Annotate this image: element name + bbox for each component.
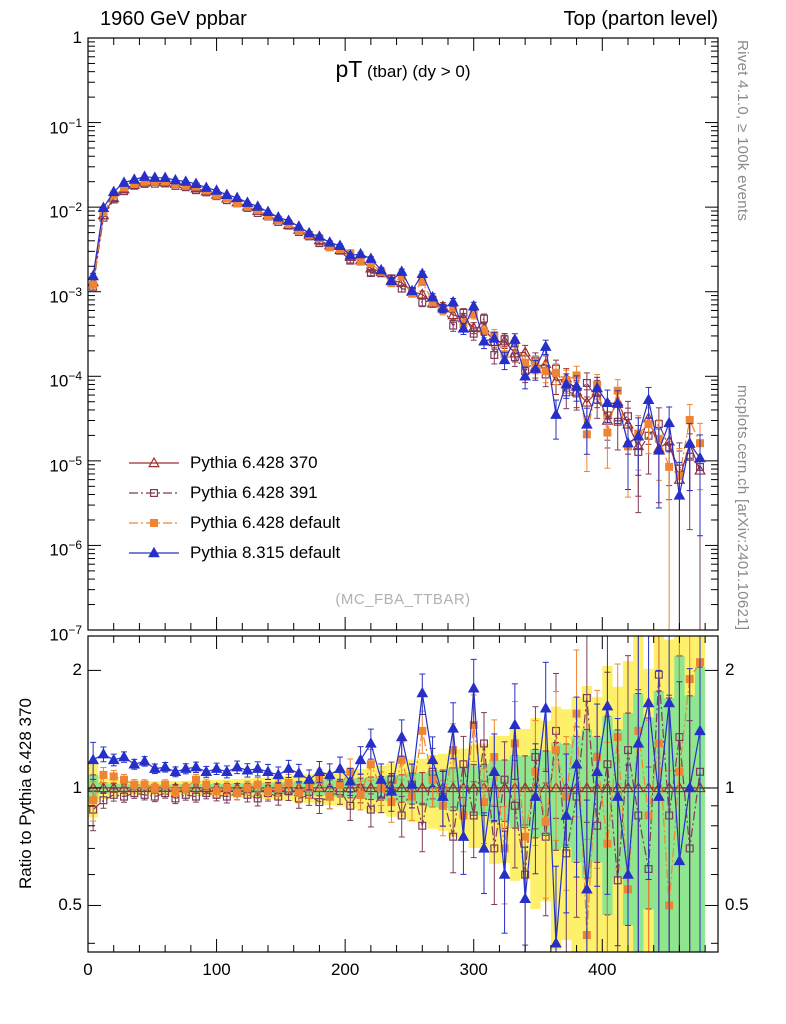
main-y-tick-label: 10−2 [49,200,82,222]
ratio-y-tick-label-left: 1 [72,777,82,797]
legend-square-filled-icon [129,518,179,528]
legend-item: Pythia 6.428 370 [128,452,340,474]
legend-square-open-icon [129,488,179,498]
ratio-series [88,636,706,952]
main-series-pythia-8-315-default [88,170,706,630]
plot-title-cuts: (tbar) (dy > 0) [362,62,471,81]
legend-item: Pythia 6.428 default [128,512,340,534]
legend-item: Pythia 6.428 391 [128,482,340,504]
ratio-y-tick-label-right: 0.5 [725,895,749,915]
main-y-tick-label: 10−7 [49,623,82,645]
rivet-version-label: Rivet 4.1.0, ≥ 100k events [734,40,751,222]
inner-band [88,655,706,952]
legend-label: Pythia 6.428 391 [190,483,318,502]
plot-title: pT (tbar) (dy > 0) [88,56,718,83]
ratio-uncertainty-bands [88,636,706,952]
header-beam-energy: 1960 GeV ppbar [100,8,247,30]
main-y-tick-label: 10−6 [49,538,82,561]
legend-triangle-open-icon [129,456,179,468]
ratio-y-tick-label-right: 2 [725,660,735,680]
ratio-frame [87,635,719,953]
legend-triangle-filled-icon [129,546,179,558]
main-frame [87,37,719,631]
main-y-tick-label: 10−1 [49,115,82,138]
legend-label: Pythia 6.428 default [190,513,341,532]
main-y-tick-label: 1 [72,28,82,47]
main-y-tick-label: 10−4 [49,369,82,391]
legend-label: Pythia 6.428 370 [190,453,318,472]
main-y-tick-label: 10−3 [49,284,82,307]
x-axis-tick-label: 400 [588,960,617,979]
mcplots-reference-label: mcplots.cern.ch [arXiv:2401.10621] [734,384,751,630]
legend-label: Pythia 8.315 default [190,543,341,562]
plot-title-observable: pT [335,56,363,82]
axes-frames-and-ticks [87,37,719,953]
ratio-y-tick-label-right: 1 [725,777,735,797]
x-axis-tick-label: 0 [83,960,93,979]
ratio-y-tick-label-left: 2 [72,660,82,680]
header-analysis-group: Top (parton level) [563,8,718,30]
ratio-series-pythia-8-315-default [88,636,706,952]
legend-item: Pythia 8.315 default [128,542,340,564]
main-y-tick-label: 10−5 [49,453,82,476]
analysis-watermark: (MC_FBA_TTBAR) [335,591,471,608]
x-axis-tick-label: 200 [330,960,360,979]
ratio-y-tick-label-left: 0.5 [58,895,82,915]
main-series [88,170,706,630]
x-axis-tick-label: 100 [202,960,231,979]
x-axis-tick-label: 300 [459,960,488,979]
legend: Pythia 6.428 370 Pythia 6.428 391 Pythia 6… [128,452,340,564]
